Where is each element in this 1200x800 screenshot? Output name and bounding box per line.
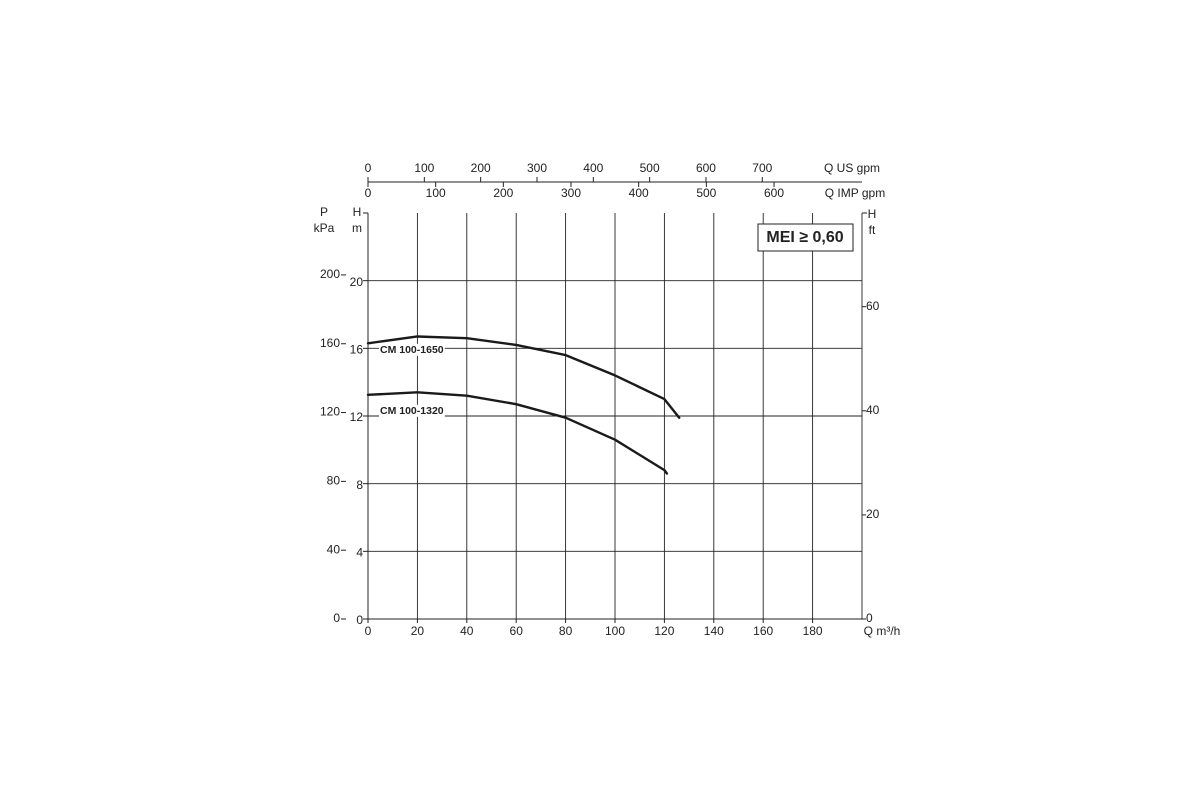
y-axis-unit: m [352,221,362,235]
y2-axis-unit: ft [869,223,876,237]
x-tick-label: 20 [411,624,425,638]
curve [366,391,669,475]
x3-tick-label: 500 [696,186,716,200]
x2-tick-label: 700 [752,161,772,175]
y-tick-label: 0 [356,613,363,627]
x2-tick-label: 300 [527,161,547,175]
y-tick-label: 20 [350,275,364,289]
y-tick-label: 12 [350,410,364,424]
y-tick-label: 8 [356,478,363,492]
y2-tick-label: 20 [866,507,880,521]
series-label-bg [379,343,445,356]
x2-tick-label: 100 [414,161,434,175]
curve [366,335,681,419]
x3-tick-label: 200 [493,186,513,200]
y2-tick-label: 60 [866,299,880,313]
x-axis-label: Q m³/h [864,624,901,638]
y2-tick-label: 0 [866,611,873,625]
y3-tick-label: 40 [327,542,341,556]
x2-tick-label: 500 [640,161,660,175]
series-label: CM 100-1650 [380,344,444,356]
annotation: MEI ≥ 0,60 [766,229,843,246]
y3-tick-label: 80 [327,474,341,488]
x3-tick-label: 400 [629,186,649,200]
x2-axis-label: Q US gpm [824,161,880,175]
x3-tick-label: 600 [764,186,784,200]
x2-tick-label: 0 [365,161,372,175]
x3-tick-label: 0 [365,186,372,200]
x-tick-label: 40 [460,624,474,638]
x-tick-label: 100 [605,624,625,638]
y2-tick-label: 40 [866,403,880,417]
x3-tick-label: 300 [561,186,581,200]
y3-tick-label: 200 [320,267,340,281]
x-tick-label: 0 [365,624,372,638]
x2-tick-label: 600 [696,161,716,175]
y3-tick-label: 160 [320,336,340,350]
annotation-box [757,223,854,252]
y2-axis-label: H [868,207,877,221]
y-tick-label: 16 [350,343,364,357]
x-tick-label: 180 [803,624,823,638]
x-tick-label: 60 [510,624,524,638]
series-label: CM 100-1320 [380,405,444,417]
x3-tick-label: 100 [426,186,446,200]
x2-tick-label: 400 [583,161,603,175]
y3-axis-unit: kPa [314,221,335,235]
y-tick-label: 4 [356,546,363,560]
x-tick-label: 120 [654,624,674,638]
x-tick-label: 140 [704,624,724,638]
y3-tick-label: 120 [320,405,340,419]
series-label-bg [379,404,445,417]
y3-axis-label: P [320,205,328,219]
y3-tick-label: 0 [333,611,340,625]
x-tick-label: 160 [753,624,773,638]
x2-tick-label: 200 [471,161,491,175]
y-axis-label: H [353,205,362,219]
x-tick-label: 80 [559,624,573,638]
x3-axis-label: Q IMP gpm [825,186,885,200]
